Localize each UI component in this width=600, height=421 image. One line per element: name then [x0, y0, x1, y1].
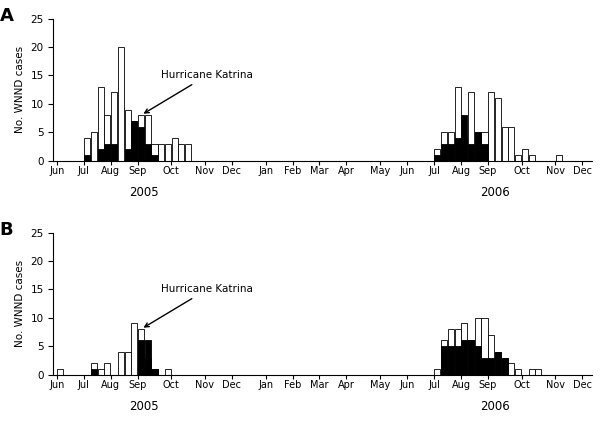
Bar — [91, 132, 97, 160]
Bar — [98, 149, 104, 160]
Bar — [461, 341, 467, 375]
Bar — [131, 121, 137, 160]
Bar — [502, 127, 508, 160]
Bar — [91, 363, 97, 375]
Bar — [131, 121, 137, 160]
Text: 2006: 2006 — [480, 186, 509, 199]
Bar — [455, 329, 461, 375]
Bar — [441, 144, 447, 160]
Bar — [515, 155, 521, 160]
Bar — [151, 369, 158, 375]
Bar — [448, 329, 454, 375]
Bar — [529, 369, 535, 375]
Bar — [495, 98, 501, 160]
Text: 2005: 2005 — [130, 400, 159, 413]
Bar — [468, 341, 474, 375]
Bar — [111, 93, 117, 160]
Bar — [104, 144, 110, 160]
Bar — [118, 352, 124, 375]
Bar — [125, 109, 131, 160]
Bar — [448, 144, 454, 160]
Bar — [138, 341, 144, 375]
Bar — [468, 144, 474, 160]
Bar — [488, 93, 494, 160]
Bar — [434, 369, 440, 375]
Bar — [111, 144, 117, 160]
Bar — [475, 318, 481, 375]
Bar — [178, 144, 184, 160]
Bar — [441, 341, 447, 375]
Bar — [165, 369, 171, 375]
Bar — [455, 87, 461, 160]
Bar — [434, 149, 440, 160]
Bar — [125, 149, 131, 160]
Bar — [441, 346, 447, 375]
Bar — [138, 127, 144, 160]
Bar — [508, 127, 514, 160]
Bar — [138, 115, 144, 160]
Bar — [145, 144, 151, 160]
Bar — [151, 144, 158, 160]
Bar — [468, 93, 474, 160]
Bar — [455, 138, 461, 160]
Text: 2006: 2006 — [480, 400, 509, 413]
Bar — [84, 138, 90, 160]
Y-axis label: No. WNND cases: No. WNND cases — [15, 260, 25, 347]
Bar — [91, 369, 97, 375]
Bar — [508, 363, 514, 375]
Bar — [131, 323, 137, 375]
Bar — [151, 369, 158, 375]
Text: Hurricane Katrina: Hurricane Katrina — [145, 285, 253, 327]
Bar — [98, 369, 104, 375]
Bar — [441, 132, 447, 160]
Bar — [556, 155, 562, 160]
Text: A: A — [0, 8, 13, 25]
Bar — [529, 155, 535, 160]
Bar — [185, 144, 191, 160]
Text: Hurricane Katrina: Hurricane Katrina — [145, 70, 253, 113]
Bar — [145, 357, 151, 375]
Bar — [461, 138, 467, 160]
Bar — [481, 132, 488, 160]
Text: 2005: 2005 — [130, 186, 159, 199]
Bar — [138, 329, 144, 375]
Bar — [448, 346, 454, 375]
Bar — [502, 357, 508, 375]
Bar — [118, 47, 124, 160]
Bar — [488, 335, 494, 375]
Bar — [495, 352, 501, 375]
Bar — [461, 323, 467, 375]
Bar — [98, 87, 104, 160]
Bar — [522, 149, 528, 160]
Bar — [434, 155, 440, 160]
Bar — [475, 132, 481, 160]
Bar — [57, 369, 63, 375]
Bar — [495, 352, 501, 375]
Bar — [475, 346, 481, 375]
Bar — [535, 369, 541, 375]
Bar — [151, 155, 158, 160]
Y-axis label: No. WNND cases: No. WNND cases — [15, 46, 25, 133]
Text: B: B — [0, 221, 13, 240]
Bar — [481, 318, 488, 375]
Bar — [145, 115, 151, 160]
Bar — [461, 115, 467, 160]
Bar — [481, 144, 488, 160]
Bar — [455, 346, 461, 375]
Bar — [481, 357, 488, 375]
Bar — [468, 341, 474, 375]
Bar — [172, 138, 178, 160]
Bar — [515, 369, 521, 375]
Bar — [502, 357, 508, 375]
Bar — [488, 357, 494, 375]
Bar — [104, 115, 110, 160]
Bar — [125, 352, 131, 375]
Bar — [145, 341, 151, 375]
Bar — [104, 363, 110, 375]
Bar — [475, 132, 481, 160]
Bar — [158, 144, 164, 160]
Bar — [448, 132, 454, 160]
Bar — [165, 144, 171, 160]
Bar — [84, 155, 90, 160]
